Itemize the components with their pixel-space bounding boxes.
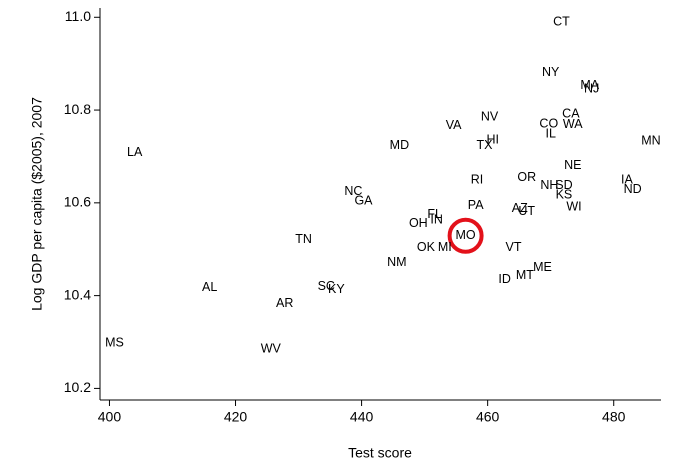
point-label: AZ <box>512 201 528 215</box>
point-label: SD <box>555 178 572 192</box>
point-label: MI <box>438 240 452 254</box>
point-label: AR <box>276 296 293 310</box>
point-label: NE <box>564 158 581 172</box>
y-tick-label: 10.4 <box>64 286 91 302</box>
x-tick-label: 460 <box>476 409 500 425</box>
point-label: WV <box>261 342 282 356</box>
point-label: AL <box>202 280 217 294</box>
y-tick-label: 10.6 <box>64 194 91 210</box>
point-label: CA <box>562 107 580 121</box>
point-label: ME <box>533 260 552 274</box>
point-label: OR <box>517 170 536 184</box>
point-label: IA <box>621 172 633 186</box>
point-label: OH <box>409 216 428 230</box>
point-label: PA <box>468 198 484 212</box>
point-label: NC <box>344 184 362 198</box>
point-label: MD <box>390 138 409 152</box>
point-label: UT <box>518 204 535 218</box>
point-label: MA <box>580 78 599 92</box>
point-label: NM <box>387 255 406 269</box>
point-label: IN <box>430 212 443 226</box>
point-label: FL <box>427 207 442 221</box>
point-label: SC <box>318 279 335 293</box>
point-label: KY <box>328 282 345 296</box>
point-label: TX <box>477 138 494 152</box>
point-label: HI <box>486 133 499 147</box>
y-tick-label: 11.0 <box>65 8 91 24</box>
point-label: LA <box>127 145 143 159</box>
point-label: KS <box>556 187 573 201</box>
x-tick-label: 440 <box>350 409 374 425</box>
point-label: MS <box>105 336 124 350</box>
point-label: WA <box>563 117 583 131</box>
point-label: NY <box>542 65 560 79</box>
point-label: TN <box>295 232 312 246</box>
point-label: ID <box>498 272 511 286</box>
point-label: MO <box>456 228 476 242</box>
x-tick-label: 400 <box>98 409 122 425</box>
x-tick-label: 420 <box>224 409 248 425</box>
y-axis-label: Log GDP per capita ($2005), 2007 <box>29 97 45 311</box>
point-label: GA <box>354 193 373 207</box>
y-tick-label: 10.8 <box>64 101 91 117</box>
point-label: IL <box>545 126 555 140</box>
point-label: VA <box>446 118 462 132</box>
highlight-circle <box>447 217 484 254</box>
y-tick-label: 10.2 <box>64 379 91 395</box>
point-label: WI <box>566 199 581 213</box>
x-axis-label: Test score <box>348 445 412 461</box>
point-label: CO <box>539 116 558 130</box>
point-label: MT <box>516 268 534 282</box>
point-label: ND <box>624 182 642 196</box>
point-label: VT <box>506 240 522 254</box>
point-label: NV <box>481 109 499 123</box>
point-label: OK <box>417 240 436 254</box>
point-label: NH <box>540 178 558 192</box>
point-label: NJ <box>584 81 599 95</box>
point-label: MN <box>641 133 660 147</box>
point-label: CT <box>553 15 570 29</box>
x-tick-label: 480 <box>602 409 626 425</box>
point-label: RI <box>471 172 484 186</box>
